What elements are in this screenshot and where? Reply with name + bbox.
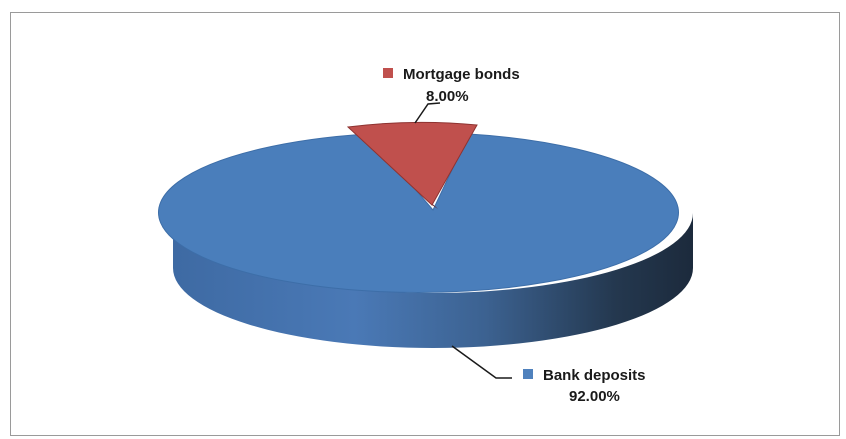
leader-line-mortgage-bonds <box>414 102 441 124</box>
leader-line-bank-deposits <box>451 345 512 379</box>
data-label-mortgage-bonds: Mortgage bonds <box>383 66 520 83</box>
label-value: 8.00% <box>426 88 469 105</box>
label-name: Mortgage bonds <box>403 66 520 83</box>
slice-side-bank-deposits <box>173 213 693 348</box>
label-name: Bank deposits <box>543 367 646 384</box>
legend-swatch-mortgage-bonds <box>383 68 393 78</box>
slice-bank-deposits[interactable] <box>158 133 679 293</box>
data-label-value-mortgage-bonds: 8.00% <box>426 88 469 105</box>
legend-swatch-bank-deposits <box>523 369 533 379</box>
label-value: 92.00% <box>569 388 620 405</box>
data-label-value-bank-deposits: 92.00% <box>569 388 620 405</box>
slice-mortgage-bonds[interactable] <box>346 121 478 206</box>
data-label-bank-deposits: Bank deposits <box>523 367 646 384</box>
